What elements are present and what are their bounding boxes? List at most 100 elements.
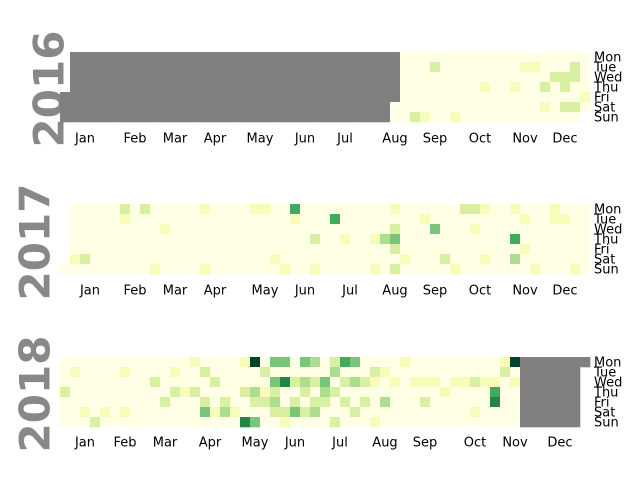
- day-cell-2018-03-31: [180, 407, 191, 418]
- day-cell-2018-03-17: [160, 407, 171, 418]
- day-cell-2017-08-14: [390, 204, 401, 215]
- day-cell-2017-09-14: [430, 234, 441, 245]
- day-cell-2018-08-20: [390, 357, 401, 368]
- day-cell-2016-07-14: [340, 82, 351, 93]
- day-cell-2017-09-30: [450, 254, 461, 265]
- day-cell-2017-02-18: [130, 254, 141, 265]
- day-cell-2016-03-24: [180, 82, 191, 93]
- day-cell-2017-04-05: [200, 224, 211, 235]
- day-cell-2016-07-04: [330, 52, 341, 63]
- panel-2017: 2017 Jan Feb Mar Apr May Jun Jul Aug Sep Oct Nov De…: [11, 184, 623, 301]
- day-cell-2017-03-02: [150, 234, 161, 245]
- day-cell-2016-08-23: [400, 62, 411, 73]
- day-cell-2016-07-19: [350, 62, 361, 73]
- day-cell-2016-05-22: [260, 112, 271, 123]
- day-cell-2016-10-11: [470, 62, 481, 73]
- day-cell-2017-10-05: [460, 234, 471, 245]
- day-cell-2018-12-15: [550, 407, 561, 418]
- day-cell-2018-05-18: [250, 397, 261, 408]
- day-cell-2018-12-04: [540, 367, 551, 378]
- day-cell-2016-01-30: [100, 102, 111, 113]
- day-cell-2018-05-10: [240, 387, 251, 398]
- day-cell-2017-12-27: [580, 224, 591, 235]
- day-cell-2016-05-29: [270, 112, 281, 123]
- day-cell-2016-06-29: [320, 72, 331, 83]
- day-cell-2017-12-02: [540, 254, 551, 265]
- day-cell-2018-04-05: [190, 387, 201, 398]
- day-cell-2018-09-13: [420, 387, 431, 398]
- day-cell-2017-02-24: [140, 244, 151, 255]
- day-cell-2017-07-24: [360, 204, 371, 215]
- day-cell-2016-02-29: [150, 52, 161, 63]
- day-cell-2016-02-05: [110, 92, 121, 103]
- day-cell-2017-06-15: [300, 234, 311, 245]
- day-cell-2016-08-25: [400, 82, 411, 93]
- day-cell-2016-07-12: [340, 62, 351, 73]
- day-cell-2016-06-15: [300, 72, 311, 83]
- day-cell-2018-03-07: [150, 377, 161, 388]
- day-cell-2017-05-17: [260, 224, 271, 235]
- day-cell-2017-09-03: [410, 264, 421, 275]
- day-cell-2018-01-01: [60, 357, 71, 368]
- day-cell-2017-12-07: [550, 234, 561, 245]
- month-label-apr: Apr: [204, 284, 227, 299]
- day-cell-2017-02-22: [140, 224, 151, 235]
- day-cell-2017-04-19: [220, 224, 231, 235]
- day-cell-2017-11-25: [530, 254, 541, 265]
- day-cell-2018-12-16: [550, 417, 561, 428]
- day-cell-2017-11-13: [520, 204, 531, 215]
- day-cell-2017-05-19: [260, 244, 271, 255]
- day-cell-2018-02-14: [120, 377, 131, 388]
- day-cell-2018-06-08: [280, 397, 291, 408]
- day-cell-2016-06-27: [320, 52, 331, 63]
- day-cell-2018-07-08: [320, 417, 331, 428]
- day-cell-2016-05-03: [240, 62, 251, 73]
- day-cell-2016-09-24: [440, 102, 451, 113]
- day-cell-2018-08-29: [400, 377, 411, 388]
- day-cell-2018-07-15: [330, 417, 341, 428]
- day-cell-2017-08-16: [390, 224, 401, 235]
- day-cell-2016-04-04: [200, 52, 211, 63]
- day-cell-2016-11-26: [530, 102, 541, 113]
- day-cell-2018-04-25: [220, 377, 231, 388]
- year-label-2017: 2017: [11, 184, 60, 301]
- day-cell-2018-02-20: [130, 367, 141, 378]
- day-cell-2017-11-07: [510, 214, 521, 225]
- day-cell-2017-10-16: [480, 204, 491, 215]
- day-cell-2018-03-03: [140, 407, 151, 418]
- month-label-nov: Nov: [512, 132, 538, 147]
- day-cell-2018-12-21: [560, 397, 571, 408]
- day-cell-2016-03-13: [160, 112, 171, 123]
- day-cell-2018-11-30: [530, 397, 541, 408]
- day-cell-2016-10-05: [460, 72, 471, 83]
- day-cell-2017-03-29: [190, 224, 201, 235]
- day-cell-2017-01-31: [110, 214, 121, 225]
- day-cell-2017-09-13: [430, 224, 441, 235]
- day-cell-2016-07-27: [360, 72, 371, 83]
- day-cell-2018-10-13: [460, 407, 471, 418]
- day-cell-2017-09-21: [440, 234, 451, 245]
- day-cell-2017-05-20: [260, 254, 271, 265]
- day-cell-2018-06-28: [310, 387, 321, 398]
- day-cell-2016-06-14: [300, 62, 311, 73]
- day-cell-2018-08-02: [360, 387, 371, 398]
- month-label-mar: Mar: [163, 284, 188, 299]
- day-cell-2017-04-22: [220, 254, 231, 265]
- month-label-may: May: [247, 132, 274, 147]
- day-cell-2018-07-12: [330, 387, 341, 398]
- day-cell-2016-05-19: [260, 82, 271, 93]
- day-cell-2017-08-03: [370, 234, 381, 245]
- day-cell-2016-12-09: [550, 92, 561, 103]
- day-cell-2017-10-10: [470, 214, 481, 225]
- day-cell-2017-08-17: [390, 234, 401, 245]
- day-cell-2018-06-06: [280, 377, 291, 388]
- day-cell-2017-12-21: [570, 234, 581, 245]
- day-cell-2017-11-16: [520, 234, 531, 245]
- day-cell-2017-05-29: [280, 204, 291, 215]
- day-cell-2018-06-16: [290, 407, 301, 418]
- day-cell-2018-04-12: [200, 387, 211, 398]
- day-cell-2017-03-31: [190, 244, 201, 255]
- day-cell-2017-10-26: [490, 234, 501, 245]
- day-cell-2018-01-25: [90, 387, 101, 398]
- day-cell-2017-05-10: [250, 224, 261, 235]
